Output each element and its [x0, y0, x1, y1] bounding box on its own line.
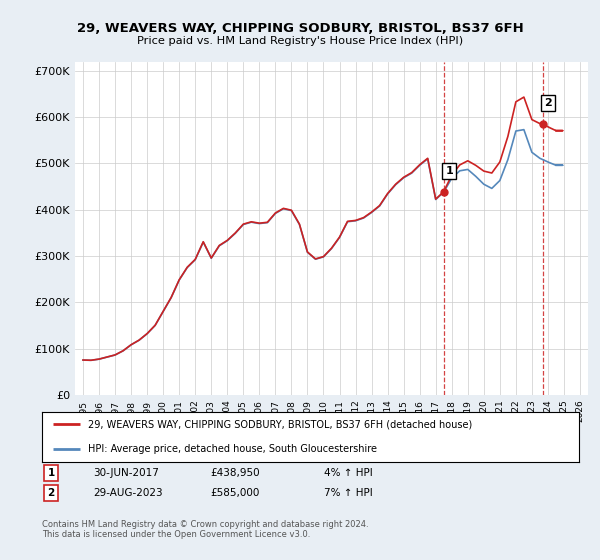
Text: Price paid vs. HM Land Registry's House Price Index (HPI): Price paid vs. HM Land Registry's House … [137, 36, 463, 46]
Text: 4% ↑ HPI: 4% ↑ HPI [324, 468, 373, 478]
Text: Contains HM Land Registry data © Crown copyright and database right 2024.
This d: Contains HM Land Registry data © Crown c… [42, 520, 368, 539]
Text: HPI: Average price, detached house, South Gloucestershire: HPI: Average price, detached house, Sout… [88, 445, 377, 454]
Text: 29, WEAVERS WAY, CHIPPING SODBURY, BRISTOL, BS37 6FH: 29, WEAVERS WAY, CHIPPING SODBURY, BRIST… [77, 22, 523, 35]
Text: 7% ↑ HPI: 7% ↑ HPI [324, 488, 373, 498]
Text: £585,000: £585,000 [210, 488, 259, 498]
Text: 29-AUG-2023: 29-AUG-2023 [93, 488, 163, 498]
Text: 2: 2 [47, 488, 55, 498]
Text: £438,950: £438,950 [210, 468, 260, 478]
Text: 29, WEAVERS WAY, CHIPPING SODBURY, BRISTOL, BS37 6FH (detached house): 29, WEAVERS WAY, CHIPPING SODBURY, BRIST… [88, 419, 472, 429]
Text: 1: 1 [445, 166, 453, 176]
Text: 1: 1 [47, 468, 55, 478]
Text: 2: 2 [544, 98, 552, 108]
Text: 30-JUN-2017: 30-JUN-2017 [93, 468, 159, 478]
